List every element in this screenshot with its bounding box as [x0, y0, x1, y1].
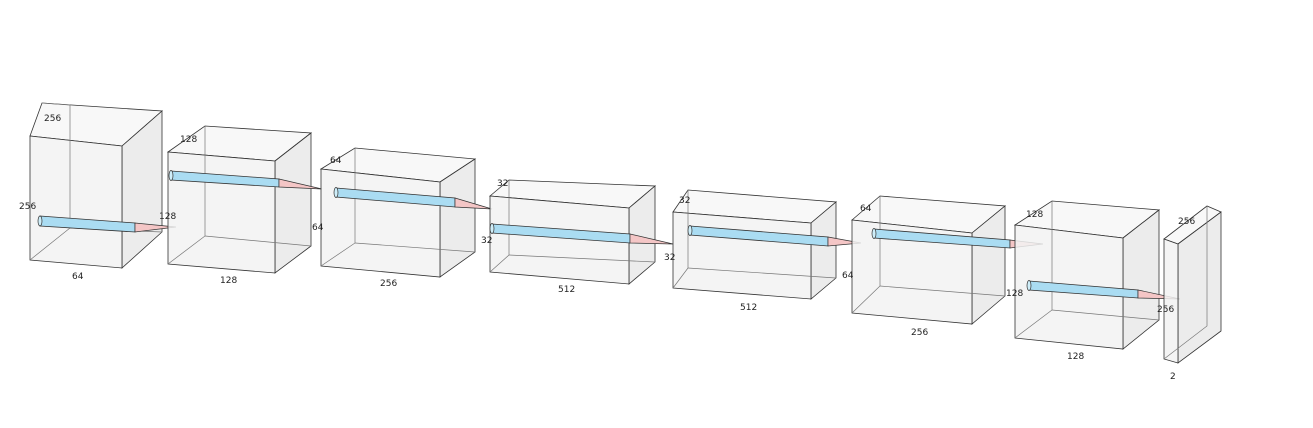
layer-2-depth-label: 128: [180, 135, 197, 145]
layer-4-connection-pipe: [489, 223, 674, 245]
layer-5-block: 32 32 512: [664, 189, 838, 313]
layer-5-connection-pipe: [687, 225, 862, 247]
layer-1-height-label: 256: [19, 202, 36, 212]
layer-5-out-label: 64: [842, 271, 854, 281]
layer-1-out-label: 128: [159, 212, 176, 222]
layer-2-out-label: 64: [312, 223, 324, 233]
layer-2-width-label: 128: [220, 276, 237, 286]
layer-3-connection-pipe: [333, 187, 493, 210]
layer-6-out-label: 128: [1006, 289, 1023, 299]
layer-4-depth-label: 32: [497, 179, 508, 189]
layer-5-width-label: 512: [740, 303, 757, 313]
layer-2-block: 128 128 128: [159, 125, 313, 286]
layer-8-block: 256 256 2: [1157, 205, 1222, 382]
layer-5-depth-label: 32: [679, 196, 690, 206]
layer-4-block: 32 32 512: [481, 179, 657, 295]
layer-6-depth-label: 64: [860, 204, 872, 214]
layer-7-width-label: 128: [1067, 352, 1084, 362]
layer-7-out-label: 256: [1157, 305, 1174, 315]
layer-3-block: 64 64 256: [312, 147, 477, 289]
layer-6-width-label: 256: [911, 328, 928, 338]
layer-4-out-label: 32: [664, 253, 675, 263]
layer-3-depth-label: 64: [330, 156, 342, 166]
layer-7-depth-label: 128: [1026, 210, 1043, 220]
layer-3-width-label: 256: [380, 279, 397, 289]
layer-8-width-label: 2: [1170, 372, 1176, 382]
layer-1-width-label: 64: [72, 272, 84, 282]
layer-1-connection-pipe: [37, 215, 177, 233]
layer-1-block: 256 256 64: [19, 102, 163, 282]
layer-6-block: 64 64 256: [842, 195, 1007, 338]
layer-4-width-label: 512: [558, 285, 575, 295]
layer-3-out-label: 32: [481, 236, 492, 246]
layer-7-connection-pipe: [1026, 280, 1181, 300]
layer-1-depth-label: 256: [44, 114, 61, 124]
layer-2-connection-pipe: [168, 170, 323, 190]
layer-8-depth-label: 256: [1178, 217, 1195, 227]
